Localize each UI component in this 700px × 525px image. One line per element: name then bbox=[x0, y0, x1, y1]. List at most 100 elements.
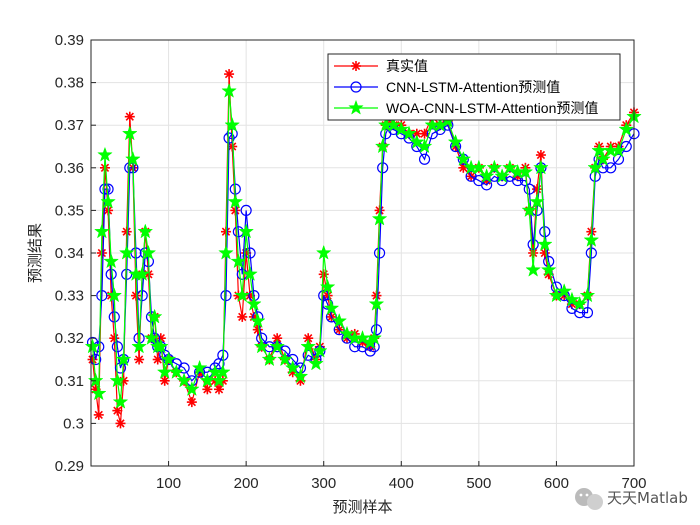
series-3-point bbox=[564, 291, 580, 307]
series-3-point bbox=[478, 168, 495, 184]
series-3-point bbox=[134, 266, 151, 281]
series-3-point bbox=[90, 385, 107, 401]
series-3-point bbox=[587, 159, 604, 175]
series-1-point bbox=[159, 375, 170, 386]
series-3-point bbox=[183, 381, 200, 397]
series-1-point bbox=[237, 311, 248, 322]
series-2-point bbox=[574, 307, 586, 319]
series-3-point bbox=[121, 125, 138, 141]
legend-entry: WOA-CNN-LSTM-Attention预测值 bbox=[334, 99, 598, 116]
series-3-point bbox=[152, 338, 169, 354]
x-tick-label: 500 bbox=[466, 475, 491, 492]
y-axis-label: 预测结果 bbox=[26, 223, 44, 283]
series-3-point bbox=[269, 338, 286, 354]
series-3-point bbox=[131, 338, 147, 354]
legend-label: CNN-LSTM-Attention预测值 bbox=[386, 79, 560, 95]
series-3-point bbox=[583, 231, 600, 247]
series-2-point bbox=[620, 140, 632, 153]
series-3-point bbox=[579, 287, 596, 303]
y-tick-label: 0.32 bbox=[55, 330, 84, 347]
legend-marker bbox=[351, 61, 361, 71]
legend-label: WOA-CNN-LSTM-Attention预测值 bbox=[386, 100, 598, 116]
series-1-point bbox=[134, 354, 145, 365]
series-3-point bbox=[339, 325, 355, 341]
series-2-point bbox=[220, 290, 232, 302]
series-3-point bbox=[109, 372, 126, 388]
series-3-point bbox=[118, 244, 135, 260]
series-2-point bbox=[612, 153, 625, 165]
series-3-point bbox=[315, 244, 332, 260]
series-3-point bbox=[366, 329, 382, 345]
series-3-point bbox=[401, 125, 417, 141]
x-tick-label: 200 bbox=[234, 475, 259, 492]
series-3-point bbox=[106, 287, 123, 303]
x-tick-label: 600 bbox=[544, 475, 569, 492]
tick-labels: 100 200 300 400 500 600 700 0.29 0.3 0.31 0.32 0.33… bbox=[55, 32, 647, 492]
series-1-point bbox=[93, 409, 104, 420]
series-3-point bbox=[146, 308, 163, 324]
series-3-point bbox=[277, 351, 293, 367]
series-3-point bbox=[221, 82, 237, 98]
series-1-point bbox=[124, 111, 135, 122]
legend-label: 真实值 bbox=[386, 58, 428, 74]
series-3-point bbox=[125, 151, 141, 166]
series-3-point bbox=[253, 338, 270, 354]
series-2-point bbox=[240, 204, 252, 216]
series-3-point bbox=[215, 364, 231, 379]
series-1-point bbox=[152, 354, 163, 365]
series-1-point bbox=[272, 333, 283, 344]
series-3-point bbox=[143, 329, 160, 345]
series-layer bbox=[84, 69, 642, 429]
series-3-point bbox=[371, 210, 388, 226]
legend-marker bbox=[350, 81, 362, 93]
series-2-point bbox=[111, 341, 123, 353]
y-tick-label: 0.36 bbox=[55, 160, 84, 177]
series-1-point bbox=[213, 384, 224, 395]
series-3-point bbox=[470, 159, 487, 175]
series-1-point bbox=[115, 418, 126, 429]
series-3-point bbox=[137, 223, 154, 239]
series-2-point bbox=[370, 324, 383, 336]
watermark-text: 天天Matlab bbox=[607, 489, 688, 507]
series-3-point bbox=[191, 359, 208, 375]
series-3-point bbox=[393, 121, 410, 137]
series-3-point bbox=[533, 159, 549, 175]
series-2-point bbox=[418, 153, 431, 165]
series-2-point bbox=[364, 345, 376, 357]
series-3-point bbox=[595, 151, 611, 166]
series-3 bbox=[84, 82, 642, 409]
y-tick-label: 0.31 bbox=[55, 373, 84, 390]
series-2-point bbox=[523, 183, 535, 195]
legend-marker bbox=[348, 99, 364, 115]
series-3-point bbox=[87, 372, 104, 388]
series-3-point bbox=[416, 138, 433, 154]
series-3-point bbox=[374, 138, 391, 154]
series-3-point bbox=[517, 163, 534, 179]
series-3-point bbox=[556, 283, 573, 299]
y-tick-label: 0.29 bbox=[55, 458, 84, 475]
series-3-point bbox=[224, 116, 241, 132]
series-3-point bbox=[525, 261, 542, 277]
series-3-point bbox=[368, 295, 385, 311]
series-3-point bbox=[540, 261, 557, 277]
series-3-point bbox=[486, 159, 503, 175]
y-tick-label: 0.38 bbox=[55, 75, 84, 92]
series-3-point bbox=[115, 351, 132, 367]
series-3-point bbox=[331, 312, 348, 328]
legend: 真实值 CNN-LSTM-Attention预测值 WOA-CNN-LSTM-Att… bbox=[327, 53, 621, 121]
series-2-point bbox=[349, 341, 361, 353]
series-2-point bbox=[99, 183, 111, 195]
x-tick-label: 400 bbox=[389, 475, 414, 492]
legend-entry: CNN-LSTM-Attention预测值 bbox=[334, 79, 560, 95]
series-3-point bbox=[521, 202, 538, 218]
series-3-point bbox=[261, 351, 278, 367]
x-axis-label: 预测样本 bbox=[332, 498, 392, 516]
series-1-point bbox=[186, 397, 197, 408]
series-3-point bbox=[238, 223, 255, 239]
series-1-point bbox=[112, 405, 123, 416]
series-1-point bbox=[419, 128, 430, 139]
series-2-point bbox=[481, 179, 493, 191]
series-1-point bbox=[252, 324, 263, 335]
series-3-point bbox=[323, 300, 340, 316]
